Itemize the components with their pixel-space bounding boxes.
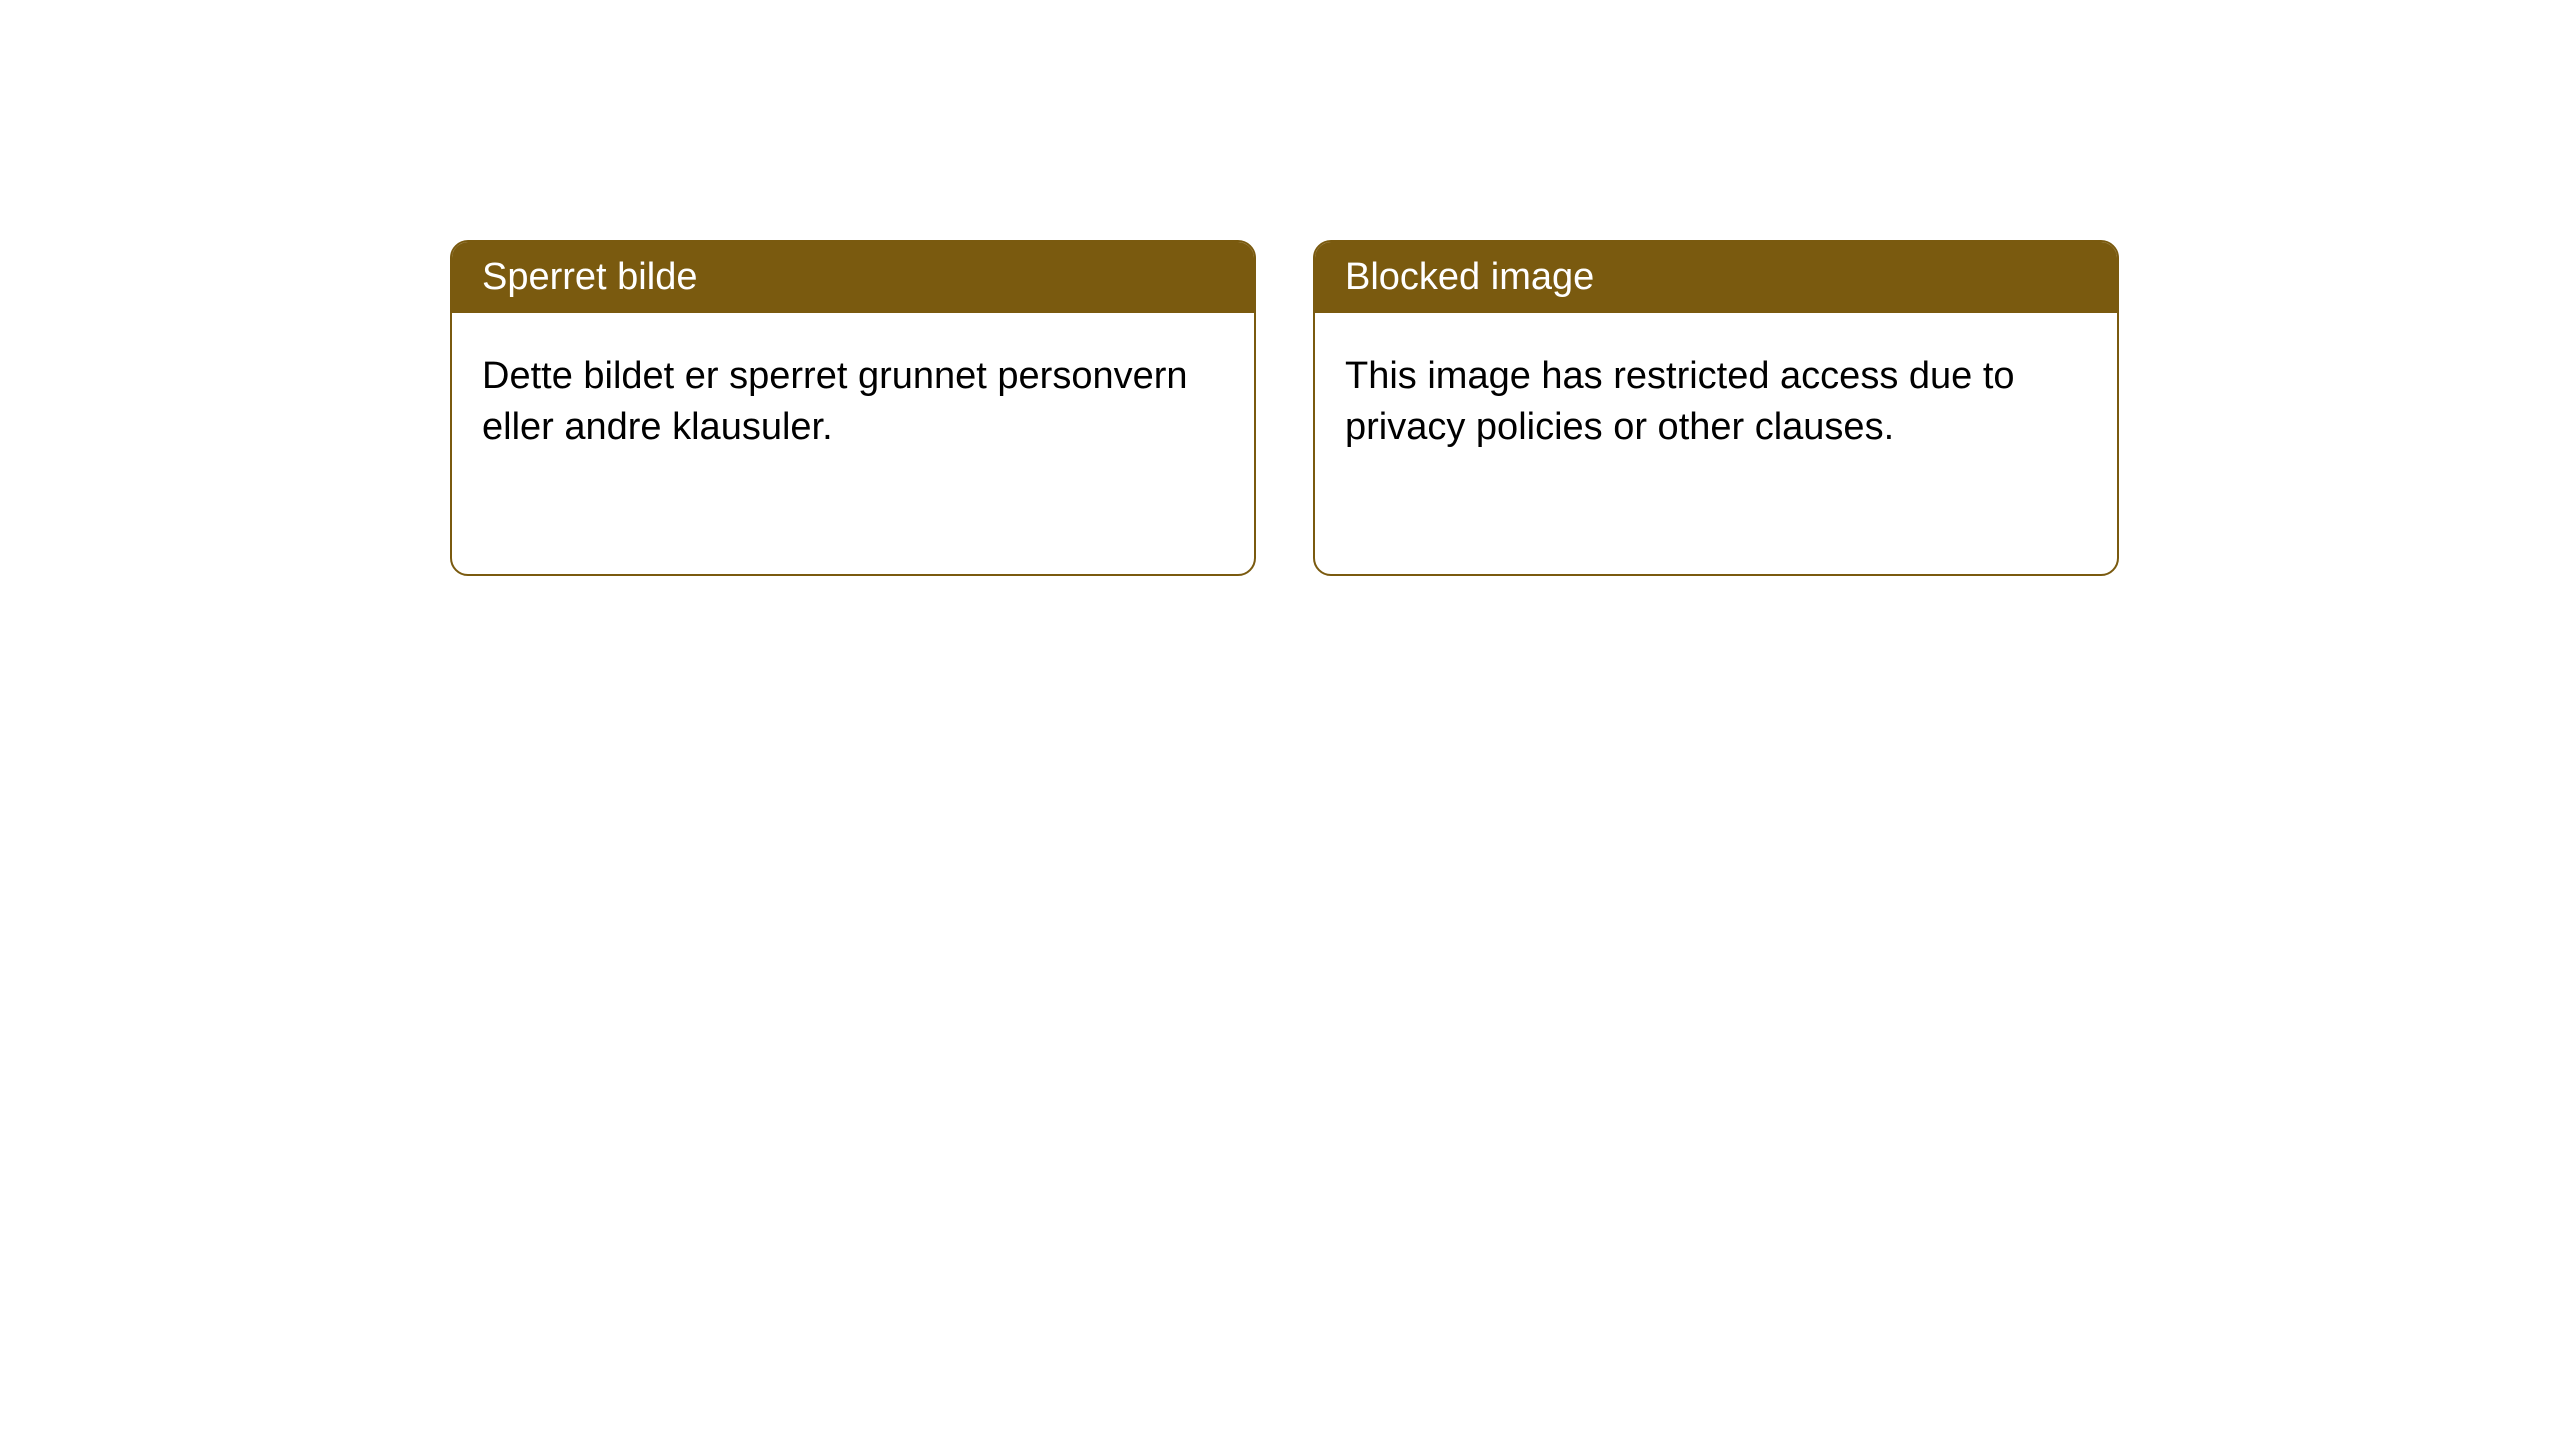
notice-card-norwegian: Sperret bilde Dette bildet er sperret gr… [450, 240, 1256, 576]
card-body-text: Dette bildet er sperret grunnet personve… [482, 355, 1188, 448]
card-header: Blocked image [1315, 242, 2117, 313]
card-header: Sperret bilde [452, 242, 1254, 313]
card-body: This image has restricted access due to … [1315, 313, 2117, 492]
card-body: Dette bildet er sperret grunnet personve… [452, 313, 1254, 492]
notice-container: Sperret bilde Dette bildet er sperret gr… [0, 0, 2560, 576]
card-body-text: This image has restricted access due to … [1345, 355, 2015, 448]
card-title: Sperret bilde [482, 256, 697, 298]
card-title: Blocked image [1345, 256, 1594, 298]
notice-card-english: Blocked image This image has restricted … [1313, 240, 2119, 576]
